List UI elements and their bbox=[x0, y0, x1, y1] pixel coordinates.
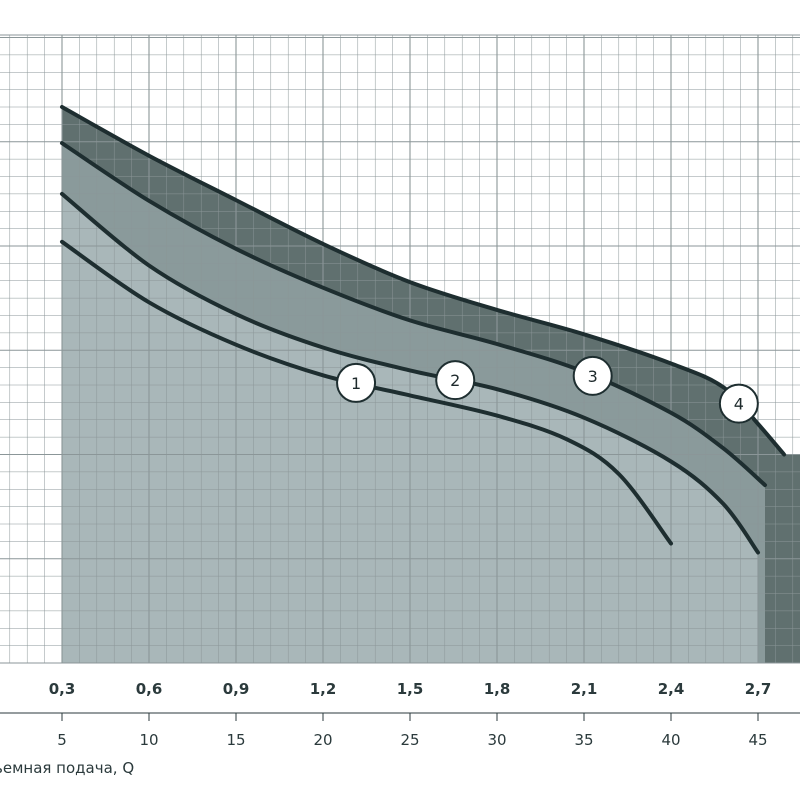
x-bottom-tick-label: 5 bbox=[57, 731, 67, 749]
x-top-tick-label: 0,9 bbox=[223, 680, 250, 698]
x-bottom-tick-label: 10 bbox=[139, 731, 158, 749]
x-bottom-tick-label: 15 bbox=[226, 731, 245, 749]
grid bbox=[0, 34, 800, 664]
axes: 0,3 0,6 0,9 1,2 1,5 1,8 2,1 2,4 2,7 5 10 15 20 25 30 35… bbox=[0, 680, 800, 749]
curve-3 bbox=[60, 141, 767, 488]
curve-label-2: 2 bbox=[450, 371, 460, 390]
x-bottom-tick-label: 35 bbox=[574, 731, 593, 749]
curve-label-1: 1 bbox=[351, 374, 361, 393]
x-bottom-tick-label: 20 bbox=[313, 731, 332, 749]
x-top-tick-label: 0,3 bbox=[49, 680, 76, 698]
curve-label-circle-2 bbox=[435, 360, 476, 401]
curve-label-3: 3 bbox=[588, 367, 598, 386]
x-top-tick-label: 1,5 bbox=[397, 680, 424, 698]
x-bottom-tick-label: 40 bbox=[661, 731, 680, 749]
curve-1 bbox=[60, 239, 673, 546]
x-top-tick-label: 1,2 bbox=[310, 680, 337, 698]
curve-label-circle-1 bbox=[336, 362, 377, 403]
x-top-tick-label: 1,8 bbox=[484, 680, 511, 698]
curve-labels: 1 2 3 4 bbox=[336, 355, 759, 424]
x-bottom-tick-label: 30 bbox=[487, 731, 506, 749]
x-bottom-tick-label: 45 bbox=[748, 731, 767, 749]
x-top-tick-label: 2,1 bbox=[571, 680, 598, 698]
x-top-tick-label: 2,7 bbox=[745, 680, 772, 698]
x-top-tick-label: 0,6 bbox=[136, 680, 163, 698]
x-bottom-tick-label: 25 bbox=[400, 731, 419, 749]
x-axis-label: ьемная подача, Q bbox=[0, 759, 134, 777]
curve-4 bbox=[60, 105, 787, 457]
curve-label-circle-3 bbox=[572, 355, 613, 396]
x-top-tick-label: 2,4 bbox=[658, 680, 685, 698]
curve-label-circle-4 bbox=[718, 383, 759, 424]
curve-label-4: 4 bbox=[734, 395, 744, 414]
